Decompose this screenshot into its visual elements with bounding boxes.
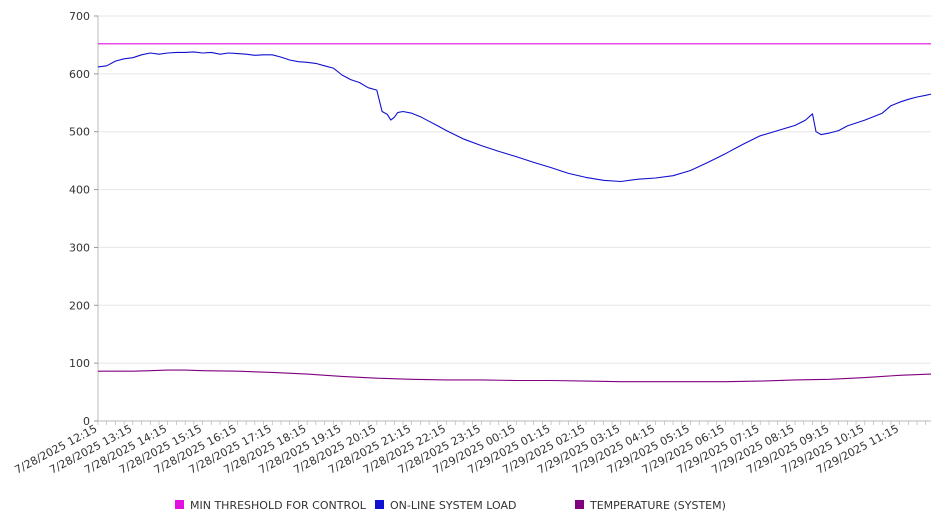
- y-tick-label: 600: [69, 68, 90, 81]
- y-tick-label: 0: [83, 415, 90, 428]
- legend-swatch: [375, 500, 384, 509]
- y-tick-label: 400: [69, 184, 90, 197]
- legend: MIN THRESHOLD FOR CONTROL ON-LINE SYSTEM …: [175, 499, 726, 512]
- axes: [97, 16, 931, 425]
- series-line-temperature-system: [98, 369, 932, 383]
- legend-swatch: [175, 500, 184, 509]
- x-axis-ticks: 7/28/2025 12:157/28/2025 13:157/28/2025 …: [12, 422, 901, 476]
- y-tick-label: 300: [69, 241, 90, 254]
- y-tick-label: 500: [69, 126, 90, 139]
- legend-swatch: [575, 500, 584, 509]
- series-lines: [97, 43, 932, 383]
- y-tick-label: 700: [69, 10, 90, 23]
- legend-label: MIN THRESHOLD FOR CONTROL: [190, 499, 367, 512]
- y-axis-ticks: 0 100 200 300 400 500 600 700: [69, 10, 98, 428]
- legend-label: ON-LINE SYSTEM LOAD: [390, 499, 516, 512]
- y-tick-label: 100: [69, 357, 90, 370]
- legend-label: TEMPERATURE (SYSTEM): [589, 499, 726, 512]
- y-tick-label: 200: [69, 299, 90, 312]
- grid-lines: [98, 15, 931, 364]
- series-line-on-line-system-load: [97, 51, 932, 183]
